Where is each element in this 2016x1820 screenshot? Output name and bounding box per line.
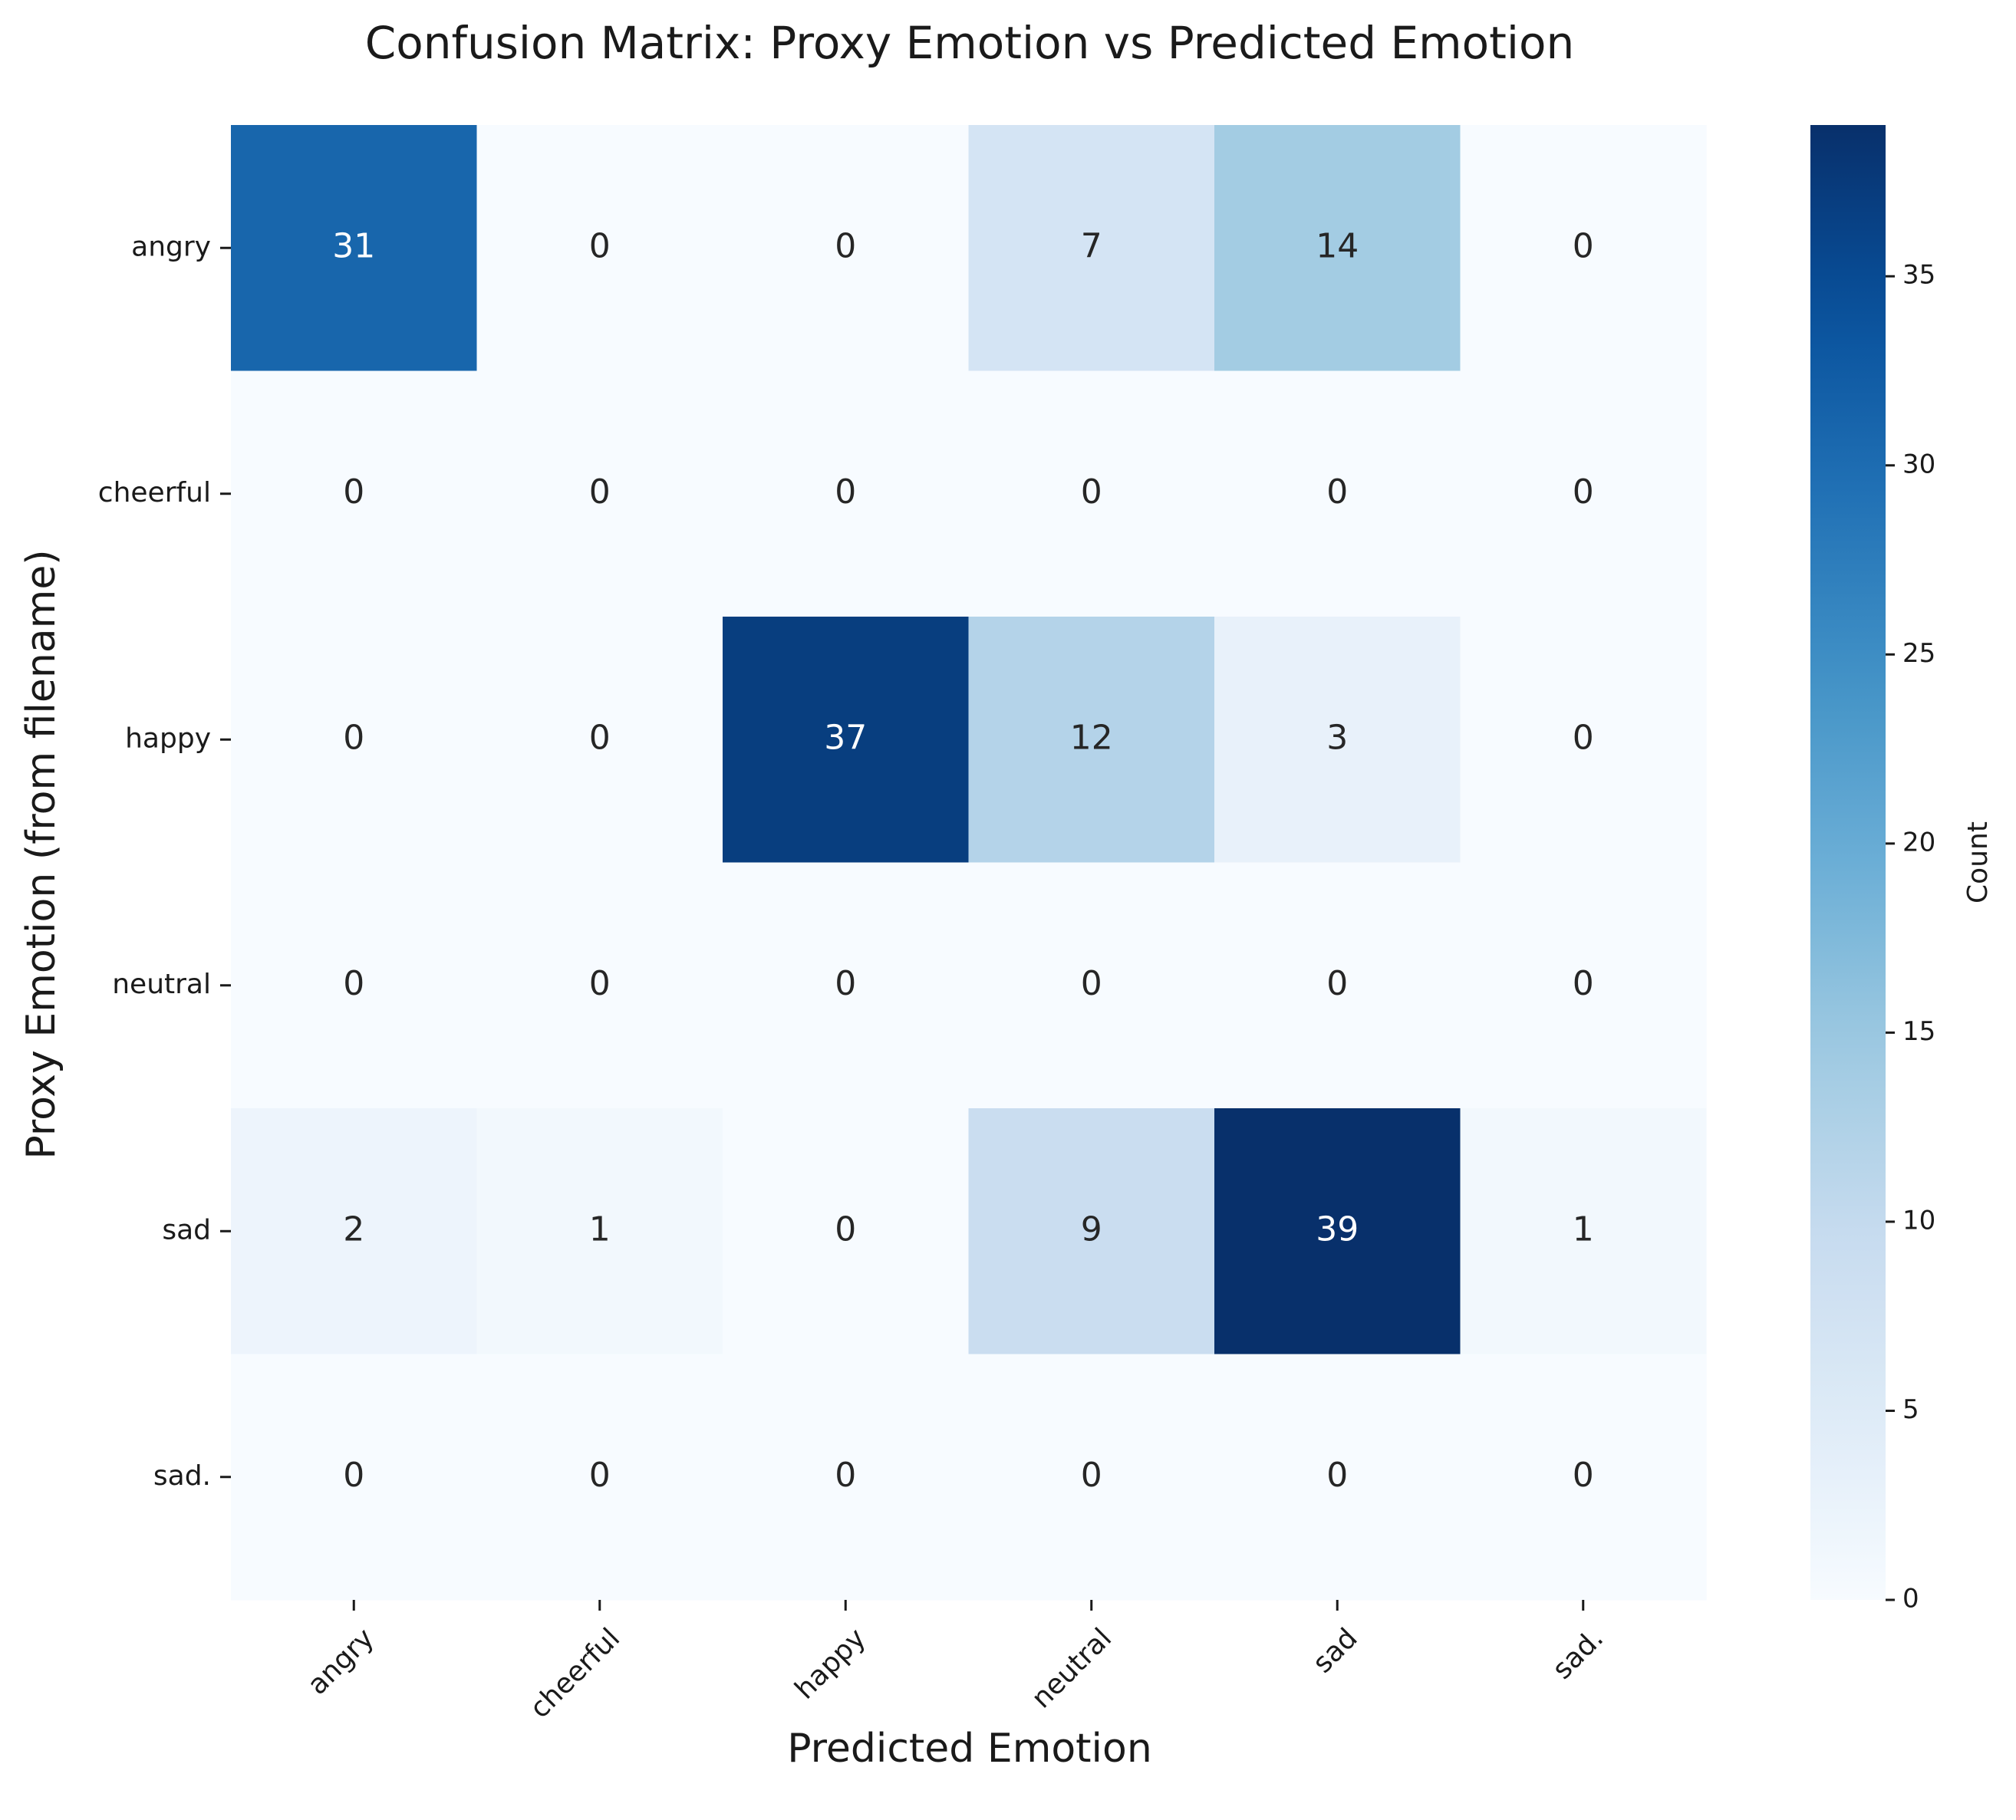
- heatmap-cell: [476, 862, 723, 1109]
- cell-value-label: 0: [1573, 472, 1594, 512]
- heatmap-cell: [723, 617, 970, 864]
- colorbar-tick-label: 10: [1902, 1205, 1935, 1236]
- cell-value-label: 37: [824, 718, 867, 757]
- heatmap-cell: [476, 125, 723, 372]
- cell-value-label: 9: [1081, 1209, 1102, 1249]
- cell-value-label: 0: [589, 1456, 611, 1495]
- heatmap-cell: [723, 370, 970, 617]
- y-tick-label: sad: [162, 1214, 211, 1246]
- cell-value-label: 7: [1081, 226, 1102, 265]
- heatmap-cell: [968, 125, 1215, 372]
- colorbar-tick-label: 20: [1902, 827, 1935, 857]
- heatmap-cell: [1214, 862, 1461, 1109]
- heatmap-cell: [231, 617, 478, 864]
- heatmap-cells: [231, 125, 1707, 1601]
- heatmap-cell: [1460, 617, 1707, 864]
- heatmap-cell: [1214, 1108, 1461, 1355]
- cell-value-label: 0: [1573, 718, 1594, 757]
- heatmap-cell: [1214, 370, 1461, 617]
- cell-value-label: 0: [589, 964, 611, 1003]
- cell-value-label: 0: [589, 472, 611, 512]
- y-tick-label: neutral: [112, 969, 211, 1000]
- cell-value-label: 1: [1573, 1209, 1594, 1249]
- heatmap-cell: [723, 1108, 970, 1355]
- cell-value-label: 0: [835, 964, 856, 1003]
- heatmap-cell: [723, 862, 970, 1109]
- cell-value-label: 0: [1573, 964, 1594, 1003]
- cell-value-label: 0: [343, 472, 364, 512]
- cell-value-label: 31: [332, 226, 375, 265]
- cell-value-label: 0: [343, 1456, 364, 1495]
- heatmap-cell: [1460, 370, 1707, 617]
- colorbar-tick-label: 30: [1902, 449, 1935, 479]
- cell-value-label: 0: [589, 226, 611, 265]
- cell-value-label: 0: [835, 1456, 856, 1495]
- heatmap-cell: [1214, 1354, 1461, 1601]
- cell-value-label: 0: [343, 718, 364, 757]
- cell-value-label: 0: [835, 1209, 856, 1249]
- colorbar-label: Count: [1962, 821, 1994, 903]
- cell-value-label: 0: [343, 964, 364, 1003]
- chart-title: Confusion Matrix: Proxy Emotion vs Predi…: [365, 17, 1574, 69]
- y-tick-label: sad.: [153, 1460, 211, 1492]
- colorbar-ticks: 0 5 10 15 20 25 30 35: [1886, 260, 1935, 1614]
- cell-value-label: 0: [1081, 1456, 1102, 1495]
- heatmap-cell: [476, 1108, 723, 1355]
- heatmap-cell: [231, 862, 478, 1109]
- cell-value-label: 0: [835, 472, 856, 512]
- heatmap-cell: [476, 617, 723, 864]
- heatmap-cell: [476, 370, 723, 617]
- cell-value-label: 0: [1573, 1456, 1594, 1495]
- cell-value-label: 0: [1081, 964, 1102, 1003]
- heatmap-cell: [1460, 862, 1707, 1109]
- heatmap-cell: [1460, 1108, 1707, 1355]
- cell-value-label: 14: [1316, 226, 1359, 265]
- cell-value-label: 39: [1316, 1209, 1359, 1249]
- x-axis-label: Predicted Emotion: [787, 1726, 1152, 1772]
- cell-value-label: 0: [1326, 1456, 1348, 1495]
- heatmap-cell: [1214, 617, 1461, 864]
- cell-value-label: 0: [1081, 472, 1102, 512]
- colorbar-tick-label: 5: [1902, 1394, 1919, 1425]
- heatmap-cell: [968, 862, 1215, 1109]
- heatmap-cell: [723, 125, 970, 372]
- colorbar: [1810, 125, 1886, 1600]
- heatmap-cell: [231, 370, 478, 617]
- cell-value-label: 3: [1326, 718, 1348, 757]
- colorbar-tick-label: 25: [1902, 638, 1935, 669]
- heatmap-cell: [968, 1354, 1215, 1601]
- cell-value-label: 0: [1573, 226, 1594, 265]
- cell-value-label: 0: [589, 718, 611, 757]
- heatmap-cell: [476, 1354, 723, 1601]
- cell-value-label: 0: [1326, 964, 1348, 1003]
- y-tick-label: cheerful: [98, 477, 211, 508]
- cell-value-label: 2: [343, 1209, 364, 1249]
- y-axis-ticks: angry cheerful happy neutral sad sad.: [98, 231, 231, 1492]
- colorbar-tick-label: 0: [1902, 1584, 1919, 1614]
- heatmap-cell: [231, 1354, 478, 1601]
- colorbar-tick-label: 35: [1902, 260, 1935, 291]
- heatmap-cell: [968, 617, 1215, 864]
- cell-value-label: 12: [1070, 718, 1113, 757]
- heatmap-cell: [1214, 125, 1461, 372]
- heatmap-cell-labels: 31 0 0 7 14 0 0 0 0 0 0 0 0 0 37 12 3 0 0 0 0 0 0 0 2 1 0 9 39 1 0 0 0 0 0…: [332, 226, 1594, 1495]
- colorbar-tick-label: 15: [1902, 1016, 1935, 1047]
- y-tick-label: happy: [125, 722, 211, 754]
- heatmap-cell: [231, 1108, 478, 1355]
- y-tick-label: angry: [131, 231, 211, 262]
- cell-value-label: 1: [589, 1209, 611, 1249]
- heatmap-cell: [968, 1108, 1215, 1355]
- cell-value-label: 0: [835, 226, 856, 265]
- heatmap-cell: [1460, 125, 1707, 372]
- heatmap-cell: [968, 370, 1215, 617]
- cell-value-label: 0: [1326, 472, 1348, 512]
- heatmap-cell: [1460, 1354, 1707, 1601]
- heatmap-cell: [231, 125, 478, 372]
- heatmap-cell: [723, 1354, 970, 1601]
- y-axis-label: Proxy Emotion (from filename): [18, 549, 64, 1159]
